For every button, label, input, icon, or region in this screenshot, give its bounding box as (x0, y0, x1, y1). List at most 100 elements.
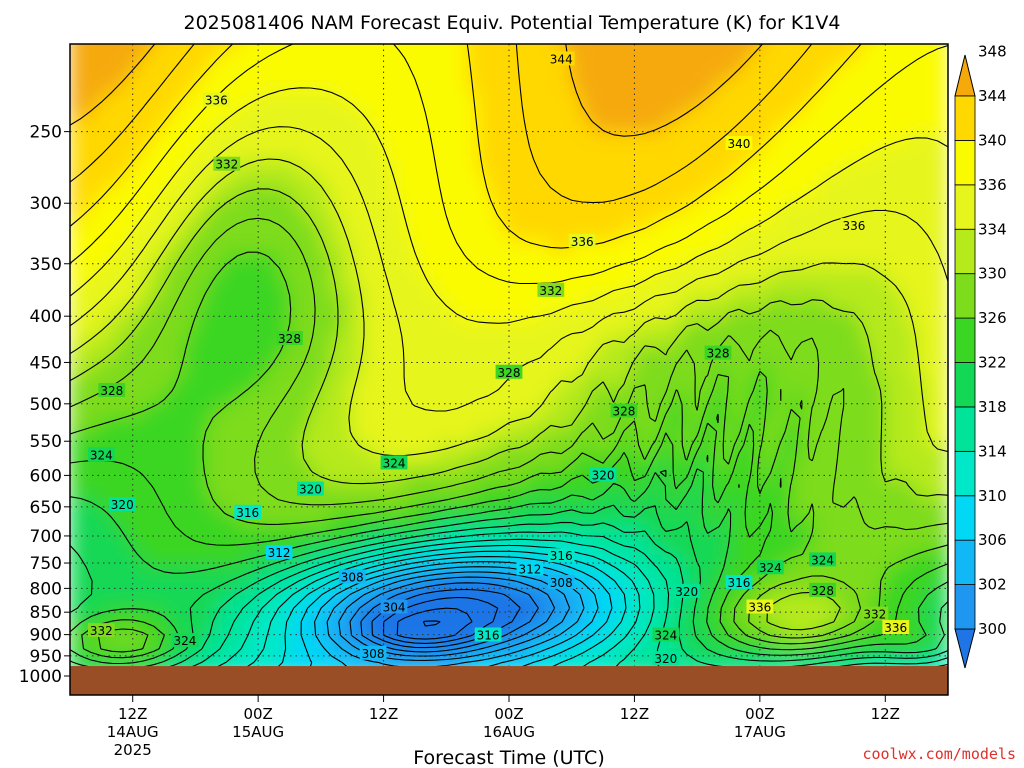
field-cell (79, 91, 92, 106)
field-cell (498, 539, 510, 555)
field-cell (341, 213, 353, 229)
field-cell (477, 159, 489, 174)
field-cell (487, 498, 500, 514)
field-cell (403, 580, 416, 595)
field-cell (769, 593, 782, 609)
x-tick-label-6-1: 14AUG (107, 723, 159, 741)
field-cell (686, 553, 698, 568)
field-cell (257, 335, 270, 351)
field-cell (571, 553, 583, 568)
field-cell (320, 240, 332, 256)
field-cell (205, 64, 217, 79)
field-cell (487, 64, 500, 79)
field-cell (257, 363, 270, 378)
field-cell (916, 634, 928, 650)
field-cell (665, 91, 677, 106)
field-cell (100, 580, 113, 595)
field-cell (863, 648, 876, 663)
field-cell (194, 430, 207, 446)
field-cell (90, 132, 102, 147)
field-cell (508, 240, 520, 256)
field-cell (330, 186, 343, 201)
y-tick-label-250: 250 (30, 123, 62, 143)
field-cell (790, 526, 803, 541)
field-cell (456, 132, 468, 147)
field-cell (403, 607, 416, 623)
field-cell (498, 254, 510, 269)
field-cell (132, 390, 144, 405)
field-cell (790, 403, 803, 419)
credit-link[interactable]: coolwx.com/models (862, 745, 1016, 763)
field-cell (707, 118, 719, 134)
field-cell (633, 50, 646, 66)
field-cell (508, 417, 520, 432)
field-cell (717, 363, 729, 378)
field-cell (571, 91, 583, 106)
field-cell (289, 104, 301, 120)
field-cell (613, 512, 625, 528)
field-cell (937, 403, 948, 419)
field-cell (811, 186, 824, 201)
field-cell (90, 498, 102, 514)
field-cell (309, 648, 322, 663)
field-cell (299, 132, 311, 147)
field-cell (236, 539, 249, 555)
contour-label-bg-35 (652, 627, 680, 642)
field-cells (70, 44, 948, 677)
field-cell (215, 322, 228, 337)
field-cell (299, 444, 311, 460)
field-cell (863, 64, 876, 79)
field-cell (79, 526, 92, 541)
field-cell (801, 648, 813, 663)
field-cell (174, 199, 186, 215)
field-cell (414, 621, 426, 636)
field-cell (445, 267, 458, 283)
field-cell (163, 159, 176, 174)
field-cell (529, 199, 541, 215)
field-cell (309, 267, 322, 283)
field-cell (675, 322, 688, 337)
field-cell (937, 566, 948, 582)
field-cell (299, 295, 311, 310)
field-cell (351, 607, 364, 623)
field-cell (696, 444, 709, 460)
field-cell (278, 254, 290, 269)
field-cell (581, 498, 594, 514)
field-cell (487, 240, 500, 256)
field-cell (289, 186, 301, 201)
field-cell (466, 159, 479, 174)
field-cell (341, 607, 353, 623)
field-cell (696, 172, 709, 188)
field-cell (780, 634, 792, 650)
contour-label-4: 336 (571, 235, 594, 249)
field-cell (372, 267, 385, 283)
field-cell (362, 91, 374, 106)
field-cell (121, 539, 134, 555)
field-cell (822, 159, 834, 174)
field-cell (717, 267, 729, 283)
field-cell (121, 403, 134, 419)
field-cell (539, 44, 552, 52)
field-cell (759, 621, 771, 636)
field-cell (456, 267, 468, 283)
field-cell (602, 580, 615, 595)
field-cell (863, 403, 876, 419)
field-cell (414, 566, 426, 582)
field-cell (498, 621, 510, 636)
field-cell (550, 199, 562, 215)
field-cell (937, 145, 948, 161)
field-cell (790, 471, 803, 487)
field-cell (194, 648, 207, 663)
field-cell (153, 512, 165, 528)
field-cell (132, 363, 144, 378)
field-cell (226, 44, 238, 52)
field-cell (236, 349, 249, 365)
field-cell (560, 335, 573, 351)
field-cell (738, 254, 750, 269)
field-cell (70, 539, 81, 555)
field-cell (247, 254, 259, 269)
field-cell (926, 512, 939, 528)
field-cell (383, 621, 395, 636)
field-cell (822, 44, 834, 52)
field-cell (341, 648, 353, 663)
